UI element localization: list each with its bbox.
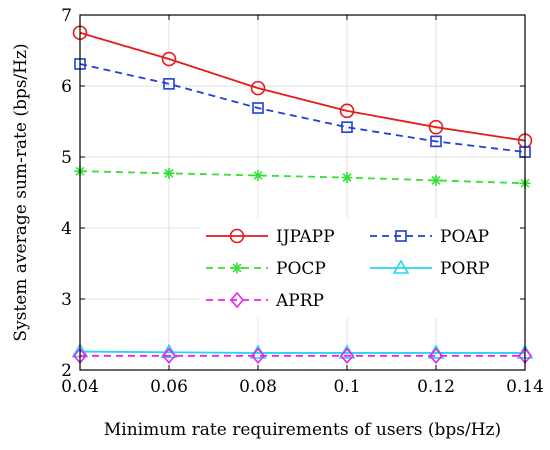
data-point-porp	[160, 343, 178, 359]
series-line-ijpapp	[79, 31, 526, 142]
y-tick-label: 5	[61, 148, 72, 168]
data-point-aprp	[250, 347, 266, 365]
data-point-poap	[341, 121, 353, 133]
x-tick-label: 0.1	[333, 377, 360, 397]
y-tick-label: 4	[61, 219, 72, 239]
data-point-ijpapp	[161, 51, 177, 67]
data-point-ijpapp	[428, 119, 444, 135]
data-point-ijpapp	[339, 103, 355, 119]
series-line-pocp	[79, 170, 526, 185]
legend-box	[200, 218, 520, 318]
legend-marker-porp	[392, 259, 410, 274]
data-point-aprp	[428, 347, 444, 365]
legend-label-aprp: APRP	[275, 291, 324, 311]
y-tick-label: 2	[61, 361, 72, 381]
plot-frame	[79, 14, 526, 371]
legend: IJPAPP POAP POCP PORP APRP	[200, 218, 520, 318]
data-point-pocp	[252, 169, 264, 181]
y-tick-label: 7	[61, 6, 72, 26]
legend-marker-aprp	[229, 291, 245, 309]
legend-label-poap: POAP	[440, 227, 489, 247]
x-tick-label: 0.06	[150, 377, 188, 397]
x-tick-label: 0.04	[61, 377, 99, 397]
axis-ticks: 0.04 0.06 0.08 0.1 0.12 0.14 2 3 4 5 6 7	[61, 6, 544, 397]
series-line-poap	[79, 63, 526, 153]
legend-label-ijpapp: IJPAPP	[276, 227, 335, 247]
legend-marker-pocp	[231, 262, 243, 274]
y-axis-label: System average sum-rate (bps/Hz)	[11, 43, 31, 341]
data-point-pocp	[430, 174, 442, 186]
data-point-poap	[252, 102, 264, 114]
x-tick-label: 0.14	[506, 377, 544, 397]
data-point-aprp	[339, 347, 355, 365]
series-line-porp	[79, 350, 525, 354]
y-tick-label: 3	[61, 290, 72, 310]
legend-marker-poap	[395, 230, 407, 242]
x-tick-label: 0.12	[417, 377, 455, 397]
data-point-aprp	[161, 347, 177, 365]
x-axis-label: Minimum rate requirements of users (bps/…	[104, 420, 501, 440]
x-tick-label: 0.08	[239, 377, 277, 397]
data-point-ijpapp	[250, 80, 266, 96]
y-tick-label: 6	[61, 77, 72, 97]
data-point-poap	[430, 135, 442, 148]
data-point-pocp	[163, 167, 175, 179]
data-point-pocp	[341, 172, 353, 184]
legend-label-porp: PORP	[440, 259, 490, 279]
legend-marker-ijpapp	[229, 228, 245, 244]
data-point-poap	[163, 78, 175, 90]
legend-label-pocp: POCP	[276, 259, 326, 279]
